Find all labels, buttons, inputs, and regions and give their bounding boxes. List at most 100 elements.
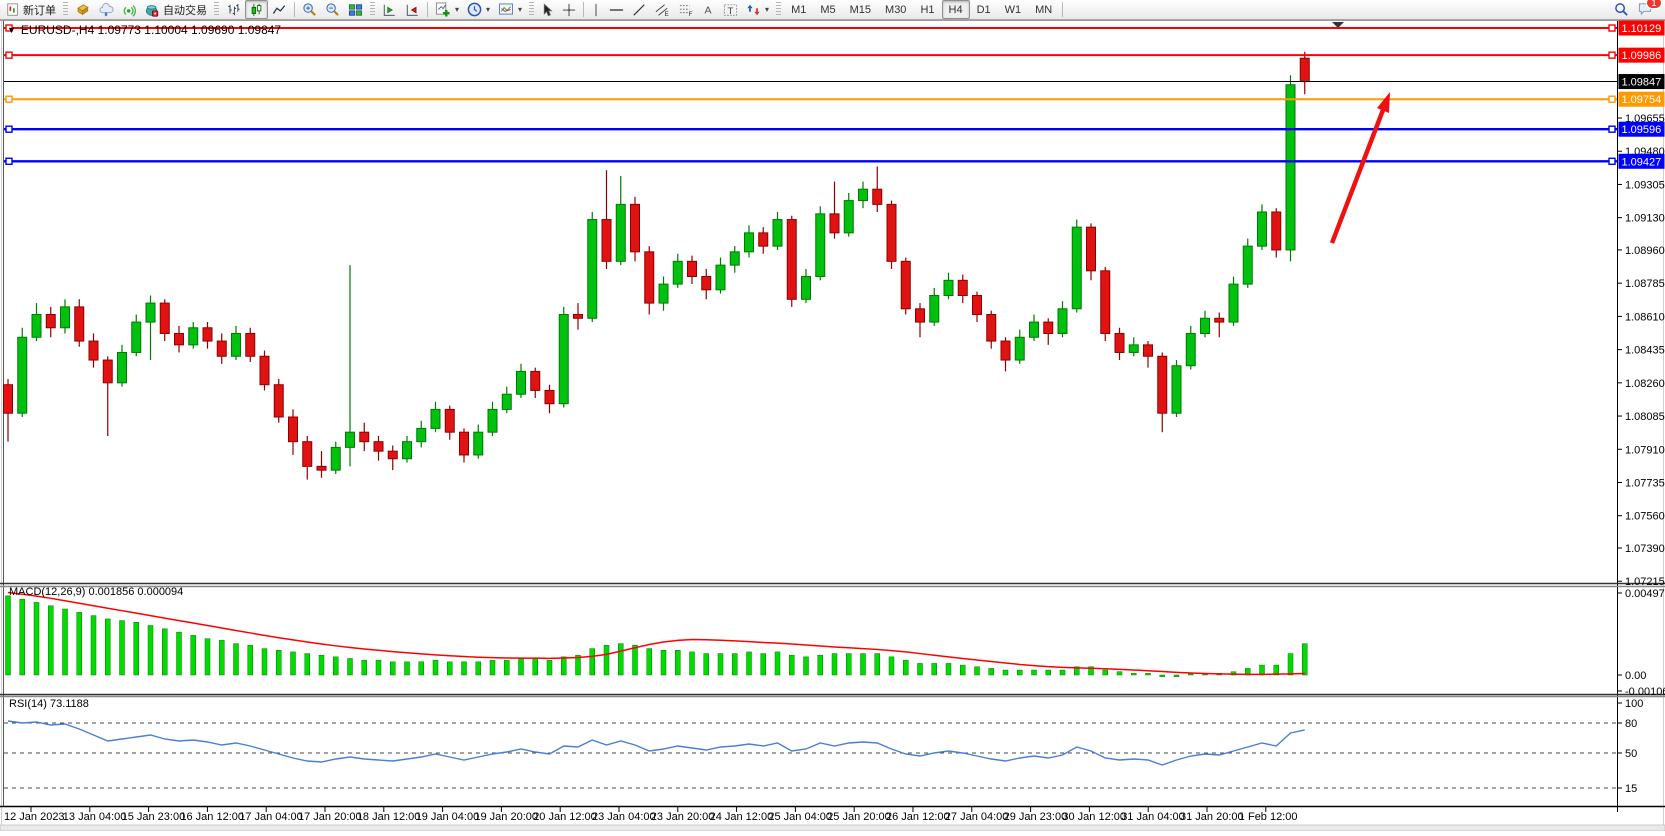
new-chart-button[interactable]: ▾ — [431, 0, 463, 19]
svg-text:16 Jan 12:00: 16 Jan 12:00 — [180, 811, 244, 823]
svg-text:29 Jan 23:00: 29 Jan 23:00 — [1004, 811, 1068, 823]
search-button[interactable] — [1610, 0, 1633, 19]
tile-windows-button[interactable] — [344, 0, 367, 19]
signals-button[interactable] — [118, 0, 141, 19]
bar-chart-mode-button[interactable] — [222, 0, 245, 19]
arrows-tool-button[interactable]: ▾ — [742, 0, 773, 19]
timeframe-m15-button[interactable]: M15 — [843, 0, 878, 19]
svg-text:1.10129: 1.10129 — [1622, 23, 1662, 35]
candlestick-mode-button[interactable] — [245, 0, 268, 19]
svg-text:24 Jan 12:00: 24 Jan 12:00 — [710, 811, 774, 823]
zoom-in-icon — [302, 2, 317, 17]
chart-shift-button[interactable] — [378, 0, 401, 19]
crosshair-tool-button[interactable] — [558, 0, 580, 19]
svg-text:1.08960: 1.08960 — [1625, 245, 1665, 257]
timeframe-m30-button[interactable]: M30 — [878, 0, 913, 19]
svg-text:1.08085: 1.08085 — [1625, 411, 1665, 423]
svg-text:1.09596: 1.09596 — [1622, 124, 1662, 136]
new-order-icon — [6, 3, 20, 17]
svg-text:1.09847: 1.09847 — [1622, 77, 1662, 89]
auto-trading-label: 自动交易 — [163, 2, 207, 18]
cursor-tool-button[interactable] — [537, 0, 558, 19]
horizontal-line-icon — [609, 5, 624, 15]
svg-text:17 Jan 04:00: 17 Jan 04:00 — [239, 811, 303, 823]
cursor-icon — [541, 3, 554, 17]
channel-icon: E — [654, 3, 670, 17]
svg-text:1.09130: 1.09130 — [1625, 213, 1665, 225]
svg-text:100: 100 — [1625, 698, 1643, 710]
text-label-tool-button[interactable]: T — [719, 0, 742, 19]
zoom-out-button[interactable] — [321, 0, 344, 19]
text-tool-button[interactable]: A — [698, 0, 719, 19]
timeframe-h1-button[interactable]: H1 — [913, 0, 941, 19]
period-button[interactable]: ▾ — [463, 0, 494, 19]
notifications-button[interactable]: 1 — [1633, 0, 1657, 19]
timeframe-m1-button[interactable]: M1 — [784, 0, 813, 19]
text-icon: A — [702, 3, 715, 16]
timeframe-h4-button[interactable]: H4 — [942, 0, 970, 19]
svg-text:50: 50 — [1625, 748, 1637, 760]
auto-scroll-button[interactable] — [401, 0, 424, 19]
publish-button[interactable] — [94, 0, 118, 19]
auto-scroll-icon — [405, 3, 420, 17]
svg-text:80: 80 — [1625, 718, 1637, 730]
market-depth-button[interactable] — [71, 0, 94, 19]
notification-count-badge: 1 — [1646, 0, 1662, 9]
svg-text:25 Jan 04:00: 25 Jan 04:00 — [768, 811, 832, 823]
zoom-in-button[interactable] — [298, 0, 321, 19]
toolbar-separator — [1062, 2, 1063, 17]
crosshair-icon — [562, 3, 576, 17]
svg-text:1.09754: 1.09754 — [1622, 94, 1662, 106]
svg-text:1 Feb 12:00: 1 Feb 12:00 — [1239, 811, 1298, 823]
price-axis[interactable]: 1.096551.094801.093051.091301.089601.087… — [1617, 113, 1665, 588]
toolbar-separator — [294, 2, 295, 17]
chart-title-bar[interactable]: ▼ EURUSD-,H4 1.09773 1.10004 1.09690 1.0… — [7, 23, 281, 37]
svg-text:19 Jan 04:00: 19 Jan 04:00 — [416, 811, 480, 823]
svg-text:25 Jan 20:00: 25 Jan 20:00 — [827, 811, 891, 823]
svg-text:17 Jan 20:00: 17 Jan 20:00 — [298, 811, 362, 823]
vertical-line-icon — [591, 3, 601, 17]
rsi-indicator-label: RSI(14) 73.1188 — [9, 698, 89, 710]
auto-trading-icon — [145, 3, 160, 17]
line-chart-mode-button[interactable] — [268, 0, 291, 19]
new-order-button[interactable]: 新订单 — [2, 0, 60, 19]
horizontal-line-tool-button[interactable] — [605, 0, 628, 19]
svg-text:15: 15 — [1625, 783, 1637, 795]
equidistant-channel-tool-button[interactable]: E — [650, 0, 674, 19]
toolbar-grip — [63, 2, 68, 17]
panel-frames — [0, 20, 1665, 831]
trendline-tool-button[interactable] — [628, 0, 650, 19]
template-icon — [498, 3, 514, 16]
toolbar-grip — [776, 2, 781, 17]
svg-text:E: E — [665, 11, 669, 17]
zoom-out-icon — [325, 2, 340, 17]
svg-text:1.07390: 1.07390 — [1625, 543, 1665, 555]
text-label-icon: T — [723, 3, 738, 17]
svg-text:1.07560: 1.07560 — [1625, 511, 1665, 523]
timeframe-mn-button[interactable]: MN — [1028, 0, 1059, 19]
svg-text:15 Jan 23:00: 15 Jan 23:00 — [122, 811, 186, 823]
toolbar-grip — [529, 2, 534, 17]
fibonacci-icon: F — [678, 3, 694, 17]
trendline-icon — [632, 3, 646, 17]
dropdown-caret-icon: ▾ — [486, 5, 490, 14]
fibonacci-tool-button[interactable]: F — [674, 0, 698, 19]
chart-title-text: EURUSD-,H4 1.09773 1.10004 1.09690 1.098… — [21, 23, 281, 37]
auto-trading-button[interactable]: 自动交易 — [141, 0, 211, 19]
dropdown-caret-icon: ▾ — [518, 5, 522, 14]
svg-text:20 Jan 12:00: 20 Jan 12:00 — [533, 811, 597, 823]
symbol-dropdown-icon[interactable]: ▼ — [7, 25, 16, 35]
cloud-upload-icon — [98, 3, 114, 17]
timeframe-w1-button[interactable]: W1 — [998, 0, 1029, 19]
templates-button[interactable]: ▾ — [494, 0, 526, 19]
svg-text:1.08785: 1.08785 — [1625, 278, 1665, 290]
vertical-line-tool-button[interactable] — [587, 0, 605, 19]
svg-text:A: A — [704, 5, 712, 16]
search-icon — [1614, 2, 1629, 17]
svg-text:1.08610: 1.08610 — [1625, 311, 1665, 323]
timeframe-m5-button[interactable]: M5 — [813, 0, 842, 19]
new-order-label: 新订单 — [23, 2, 56, 18]
timeframe-d1-button[interactable]: D1 — [970, 0, 998, 19]
